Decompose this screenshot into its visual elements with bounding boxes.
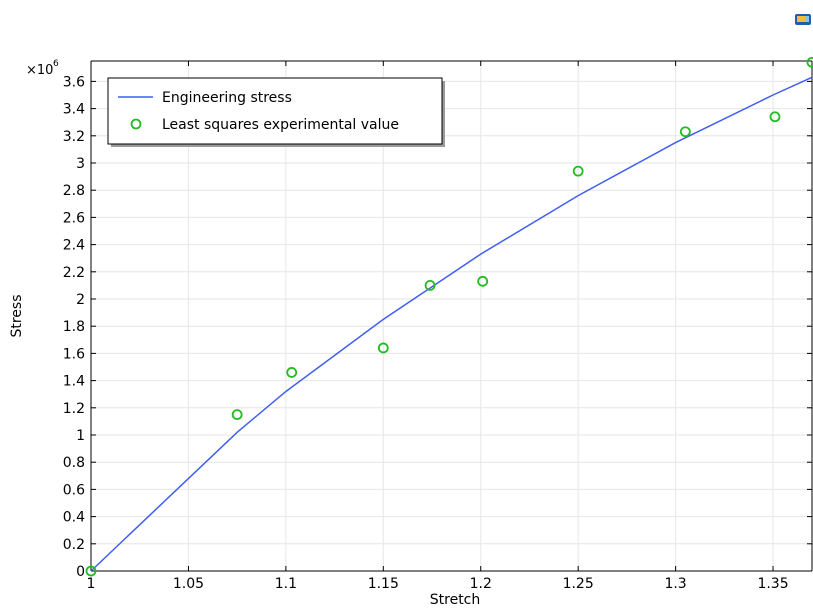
engineering-stress-line [90, 76, 813, 572]
y-tick-label: 2.4 [63, 238, 85, 254]
x-axis-label: Stretch [430, 592, 481, 608]
y-tick-label: 2 [76, 292, 85, 308]
series [85, 56, 813, 577]
y-tick-label: 3.4 [63, 102, 85, 118]
y-tick-label: 0.6 [63, 482, 85, 498]
y-tick-label: 1.2 [63, 401, 85, 417]
experimental-point [424, 279, 436, 291]
x-tick-label: 1.35 [757, 576, 788, 592]
x-tick-label: 1.05 [173, 576, 204, 592]
x-tick-label: 1.1 [275, 576, 297, 592]
y-axis-multiplier: ×10 6 [26, 59, 59, 78]
graphics-window-icon[interactable] [793, 9, 813, 29]
experimental-point [377, 342, 389, 354]
y-tick-label: 2.2 [63, 265, 85, 281]
y-tick-label: 2.8 [63, 183, 85, 199]
y-tick-label: 0.2 [63, 537, 85, 553]
y-tick-label: 3.6 [63, 74, 85, 90]
y-tick-label: 2.6 [63, 210, 85, 226]
x-tick-label: 1.2 [470, 576, 492, 592]
legend-marker-swatch [130, 118, 142, 130]
y-multiplier-base: ×10 [26, 63, 53, 78]
x-tick-label: 1.3 [664, 576, 686, 592]
experimental-point [231, 409, 243, 421]
legend-label-experimental: Least squares experimental value [162, 117, 399, 133]
experimental-point [769, 111, 781, 123]
experimental-point [477, 275, 489, 287]
y-tick-label: 3 [76, 156, 85, 172]
x-tick-label: 1.15 [368, 576, 399, 592]
y-tick-label: 0 [76, 564, 85, 580]
legend-label-engineering-stress: Engineering stress [162, 90, 292, 106]
legend-box [107, 77, 443, 145]
legend: Engineering stress Least squares experim… [107, 77, 445, 147]
y-tick-label: 1.6 [63, 346, 85, 362]
axes [90, 60, 813, 572]
experimental-point [572, 165, 584, 177]
y-tick-label: 0.8 [63, 455, 85, 471]
y-tick-label: 1.8 [63, 319, 85, 335]
experimental-point [679, 126, 691, 138]
y-tick-label: 1 [76, 428, 85, 444]
y-axis-label: Stress [9, 294, 25, 337]
y-tick-label: 0.4 [63, 510, 85, 526]
experimental-point [806, 56, 813, 68]
experimental-point [85, 565, 97, 577]
y-tick-label: 3.2 [63, 129, 85, 145]
x-tick-label: 1.25 [563, 576, 594, 592]
y-multiplier-exponent: 6 [53, 59, 59, 69]
y-tick-label: 1.4 [63, 374, 85, 390]
experimental-point [286, 367, 298, 378]
ticks: 1 1.05 1.1 1.15 1.2 1.25 1.3 1.35 0 0.2 0.4 0.6 0.8 1… [63, 61, 812, 592]
x-tick-label: 1 [87, 576, 96, 592]
